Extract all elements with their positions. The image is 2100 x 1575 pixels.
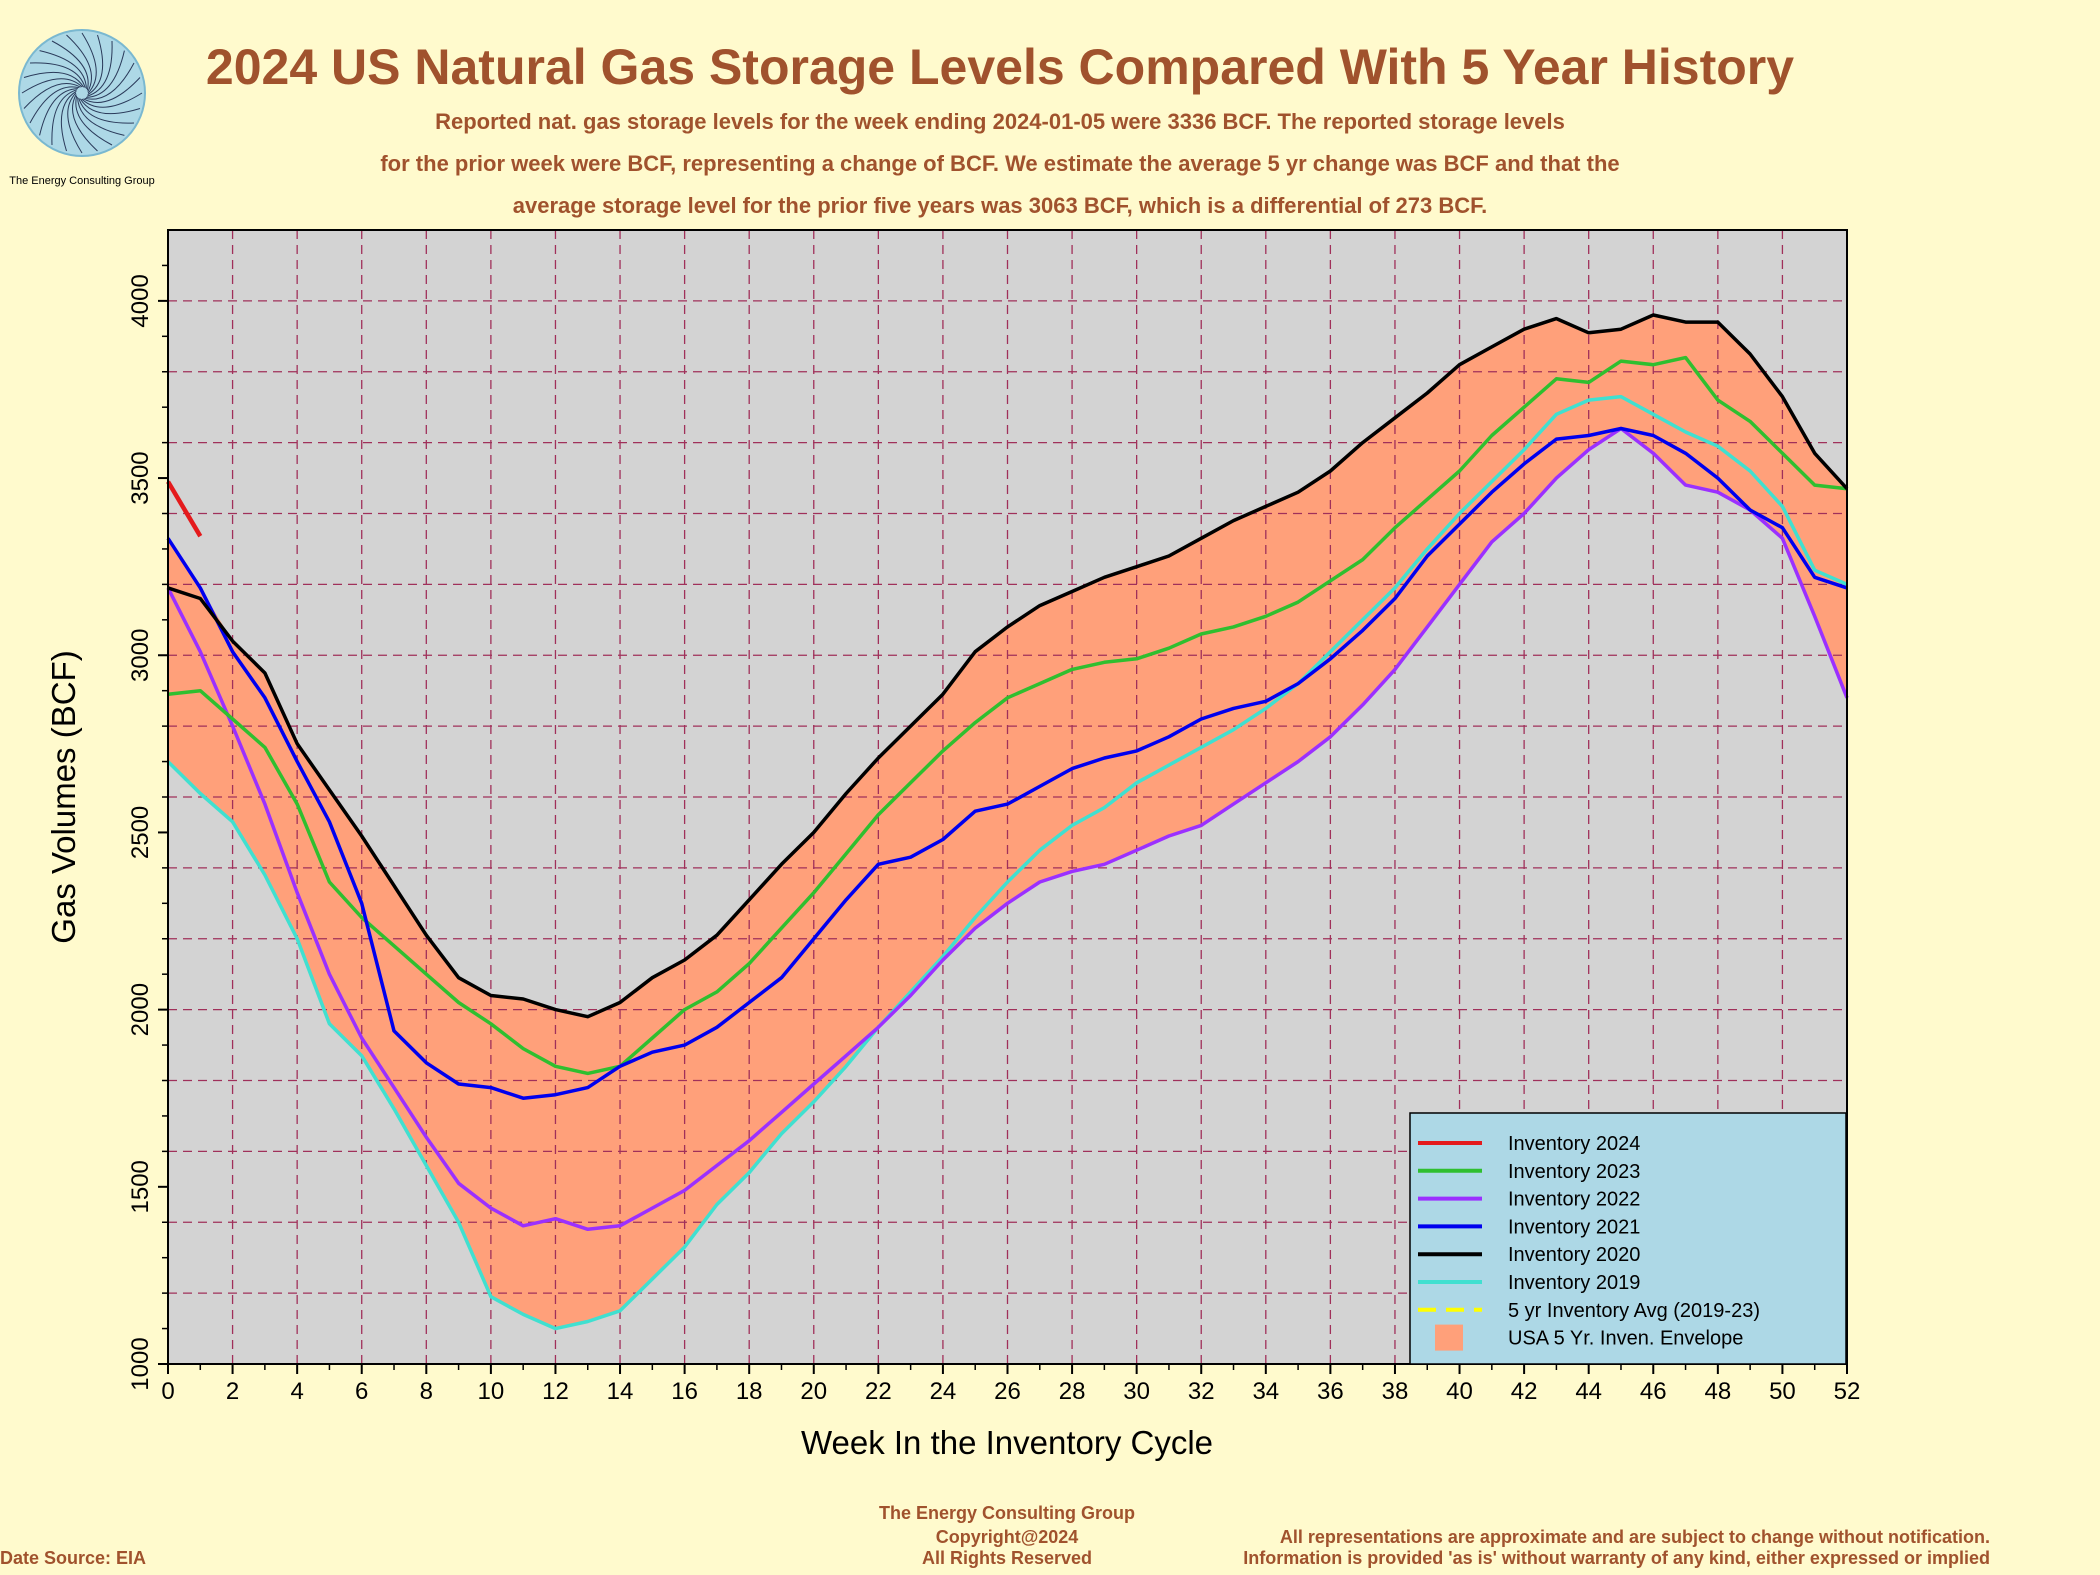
y-tick-label: 3000 bbox=[127, 629, 154, 682]
logo-spiral-stroke bbox=[67, 92, 83, 154]
legend-label-inventory-2024: Inventory 2024 bbox=[1508, 1133, 1640, 1155]
legend-label-inventory-2023: Inventory 2023 bbox=[1508, 1161, 1640, 1183]
x-tick-label: 28 bbox=[1059, 1378, 1086, 1405]
logo-spiral-stroke bbox=[39, 88, 78, 136]
x-tick-label: 24 bbox=[930, 1378, 957, 1405]
x-tick-label: 52 bbox=[1834, 1378, 1861, 1405]
legend-label-inventory-2022: Inventory 2022 bbox=[1508, 1189, 1640, 1211]
x-tick-label: 12 bbox=[542, 1378, 569, 1405]
logo: The Energy Consulting Group bbox=[9, 29, 155, 187]
series-line-inventory-2021 bbox=[166, 426, 1848, 1100]
logo-spiral-stroke bbox=[81, 32, 97, 94]
footer-source: Date Source: EIA bbox=[0, 1548, 146, 1568]
logo-spiral-stroke bbox=[60, 90, 77, 152]
x-tick-label: 14 bbox=[607, 1378, 634, 1405]
subtitle-line-3: average storage level for the prior five… bbox=[513, 193, 1488, 218]
legend-label-inventory-2020: Inventory 2020 bbox=[1508, 1244, 1640, 1266]
logo-spiral-stroke bbox=[23, 83, 81, 109]
logo-spiral-stroke bbox=[51, 40, 89, 91]
logo-spiral-stroke bbox=[83, 77, 141, 103]
logo-spiral-stroke bbox=[81, 92, 143, 108]
y-tick-label: 2500 bbox=[127, 806, 154, 859]
logo-caption: The Energy Consulting Group bbox=[9, 175, 155, 187]
x-tick-label: 20 bbox=[800, 1378, 827, 1405]
y-tick-label: 2000 bbox=[127, 983, 154, 1036]
logo-spiral-stroke bbox=[84, 62, 135, 100]
x-tick-label: 38 bbox=[1382, 1378, 1409, 1405]
subtitle-line-2: for the prior week were BCF, representin… bbox=[380, 151, 1619, 176]
legend-label-inventory-2021: Inventory 2021 bbox=[1508, 1216, 1640, 1238]
legend-label-usa-5-yr-inven-envelope: USA 5 Yr. Inven. Envelope bbox=[1508, 1328, 1743, 1350]
x-tick-label: 32 bbox=[1188, 1378, 1215, 1405]
x-tick-label: 18 bbox=[736, 1378, 763, 1405]
logo-spiral-stroke bbox=[79, 98, 141, 115]
x-tick-label: 48 bbox=[1704, 1378, 1731, 1405]
legend-label-5-yr-inventory-avg-2019-23: 5 yr Inventory Avg (2019-23) bbox=[1508, 1300, 1760, 1322]
x-tick-label: 16 bbox=[671, 1378, 698, 1405]
series-line-inventory-2024 bbox=[166, 480, 203, 538]
legend-label-inventory-2019: Inventory 2019 bbox=[1508, 1272, 1640, 1294]
x-tick-label: 42 bbox=[1511, 1378, 1538, 1405]
x-tick-label: 0 bbox=[161, 1378, 174, 1405]
x-tick-label: 44 bbox=[1575, 1378, 1602, 1405]
logo-spiral-stroke bbox=[39, 50, 87, 89]
x-tick-label: 36 bbox=[1317, 1378, 1344, 1405]
subtitle-line-1: Reported nat. gas storage levels for the… bbox=[435, 109, 1565, 134]
y-tick-label: 1000 bbox=[127, 1337, 154, 1390]
footer-copyright: Copyright@2024 bbox=[936, 1527, 1079, 1547]
logo-spiral-stroke bbox=[21, 78, 83, 94]
logo-circle bbox=[18, 29, 146, 157]
x-tick-label: 6 bbox=[355, 1378, 368, 1405]
series-line-inventory-2022 bbox=[166, 426, 1849, 1232]
series-line-inventory-2020 bbox=[167, 313, 1849, 1019]
x-tick-label: 2 bbox=[226, 1378, 239, 1405]
logo-spiral-stroke bbox=[86, 40, 113, 97]
logo-spiral-stroke bbox=[72, 94, 98, 152]
logo-spiral-stroke bbox=[51, 89, 78, 146]
logo-spiral-stroke bbox=[87, 34, 104, 96]
x-tick-label: 4 bbox=[290, 1378, 303, 1405]
logo-spiral-stroke bbox=[77, 97, 125, 136]
logo-spiral-stroke bbox=[29, 86, 80, 124]
y-tick-label: 1500 bbox=[127, 1160, 154, 1213]
logo-spiral-stroke bbox=[23, 71, 85, 88]
logo-spiral-icon bbox=[21, 32, 143, 154]
footer-rights: All Rights Reserved bbox=[922, 1548, 1092, 1568]
footer-company: The Energy Consulting Group bbox=[879, 1503, 1135, 1523]
legend-swatch-usa-5-yr-inven-envelope bbox=[1435, 1324, 1463, 1351]
x-tick-label: 10 bbox=[478, 1378, 505, 1405]
logo-spiral-stroke bbox=[86, 50, 125, 98]
chart-title: 2024 US Natural Gas Storage Levels Compa… bbox=[206, 39, 1794, 95]
y-axis-label: Gas Volumes (BCF) bbox=[45, 650, 82, 943]
footer-disclaimer-1: All representations are approximate and … bbox=[1280, 1527, 1990, 1547]
legend-box bbox=[1409, 1112, 1847, 1365]
y-tick-label: 4000 bbox=[127, 274, 154, 327]
series-line-inventory-2023 bbox=[167, 355, 1848, 1076]
x-tick-label: 26 bbox=[994, 1378, 1021, 1405]
x-tick-label: 22 bbox=[865, 1378, 892, 1405]
x-tick-label: 30 bbox=[1123, 1378, 1150, 1405]
x-tick-label: 8 bbox=[420, 1378, 433, 1405]
y-tick-label: 3500 bbox=[127, 451, 154, 504]
logo-spiral-stroke bbox=[66, 34, 92, 92]
footer-disclaimer-2: Information is provided 'as is' without … bbox=[1243, 1548, 1990, 1568]
logo-spiral-stroke bbox=[29, 62, 86, 89]
x-axis-label: Week In the Inventory Cycle bbox=[801, 1424, 1213, 1461]
series-line-inventory-2019 bbox=[166, 394, 1848, 1331]
x-tick-label: 34 bbox=[1252, 1378, 1279, 1405]
x-tick-label: 50 bbox=[1769, 1378, 1796, 1405]
x-tick-label: 40 bbox=[1446, 1378, 1473, 1405]
logo-spiral-stroke bbox=[75, 95, 113, 146]
legend: Inventory 2024 Inventory 2023 Inventory 20… bbox=[1409, 1112, 1847, 1365]
logo-spiral-stroke bbox=[78, 97, 135, 124]
x-tick-label: 46 bbox=[1640, 1378, 1667, 1405]
